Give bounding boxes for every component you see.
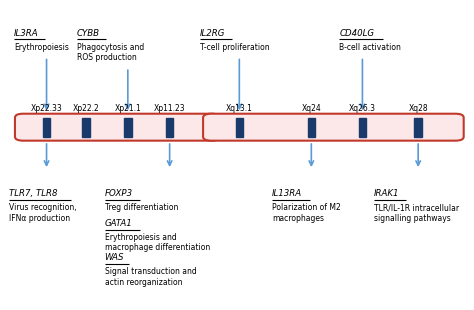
Text: Xq13.1: Xq13.1 — [226, 104, 253, 113]
Text: CYBB: CYBB — [77, 29, 100, 38]
Text: Erythropoiesis and
macrophage differentiation: Erythropoiesis and macrophage differenti… — [105, 233, 210, 252]
Text: Phagocytosis and
ROS production: Phagocytosis and ROS production — [77, 43, 144, 62]
Text: IRAK1: IRAK1 — [374, 189, 400, 198]
Bar — [359, 117, 366, 137]
Bar — [124, 117, 132, 137]
Text: B-cell activation: B-cell activation — [339, 43, 401, 52]
Text: Xq28: Xq28 — [408, 104, 428, 113]
Text: CD40LG: CD40LG — [339, 29, 374, 38]
Text: GATA1: GATA1 — [105, 219, 132, 228]
Text: Xq24: Xq24 — [301, 104, 321, 113]
Text: FOXP3: FOXP3 — [105, 189, 133, 198]
FancyBboxPatch shape — [203, 114, 464, 141]
Text: IL13RA: IL13RA — [272, 189, 302, 198]
Text: Xq26.3: Xq26.3 — [349, 104, 376, 113]
Text: T-cell proliferation: T-cell proliferation — [200, 43, 269, 52]
FancyBboxPatch shape — [15, 114, 220, 141]
Text: Virus recognition,
IFNα production: Virus recognition, IFNα production — [9, 203, 77, 223]
Bar — [308, 117, 315, 137]
Bar — [236, 117, 243, 137]
Text: Xp11.23: Xp11.23 — [154, 104, 185, 113]
Text: TLR/IL-1R intracellular
signalling pathways: TLR/IL-1R intracellular signalling pathw… — [374, 203, 459, 223]
Text: Polarization of M2
macrophages: Polarization of M2 macrophages — [272, 203, 341, 223]
Text: Xp22.2: Xp22.2 — [73, 104, 100, 113]
Text: IL2RG: IL2RG — [200, 29, 225, 38]
Bar — [414, 117, 422, 137]
Text: Xp21.1: Xp21.1 — [114, 104, 141, 113]
Text: WAS: WAS — [105, 253, 124, 262]
Bar — [82, 117, 90, 137]
Text: TLR7, TLR8: TLR7, TLR8 — [9, 189, 58, 198]
Text: Erythropoiesis: Erythropoiesis — [14, 43, 69, 52]
Text: Treg differentiation: Treg differentiation — [105, 203, 178, 212]
Text: IL3RA: IL3RA — [14, 29, 39, 38]
Text: Signal transduction and
actin reorganization: Signal transduction and actin reorganiza… — [105, 267, 196, 287]
Text: Xp22.33: Xp22.33 — [31, 104, 63, 113]
Bar — [43, 117, 50, 137]
Bar — [166, 117, 173, 137]
